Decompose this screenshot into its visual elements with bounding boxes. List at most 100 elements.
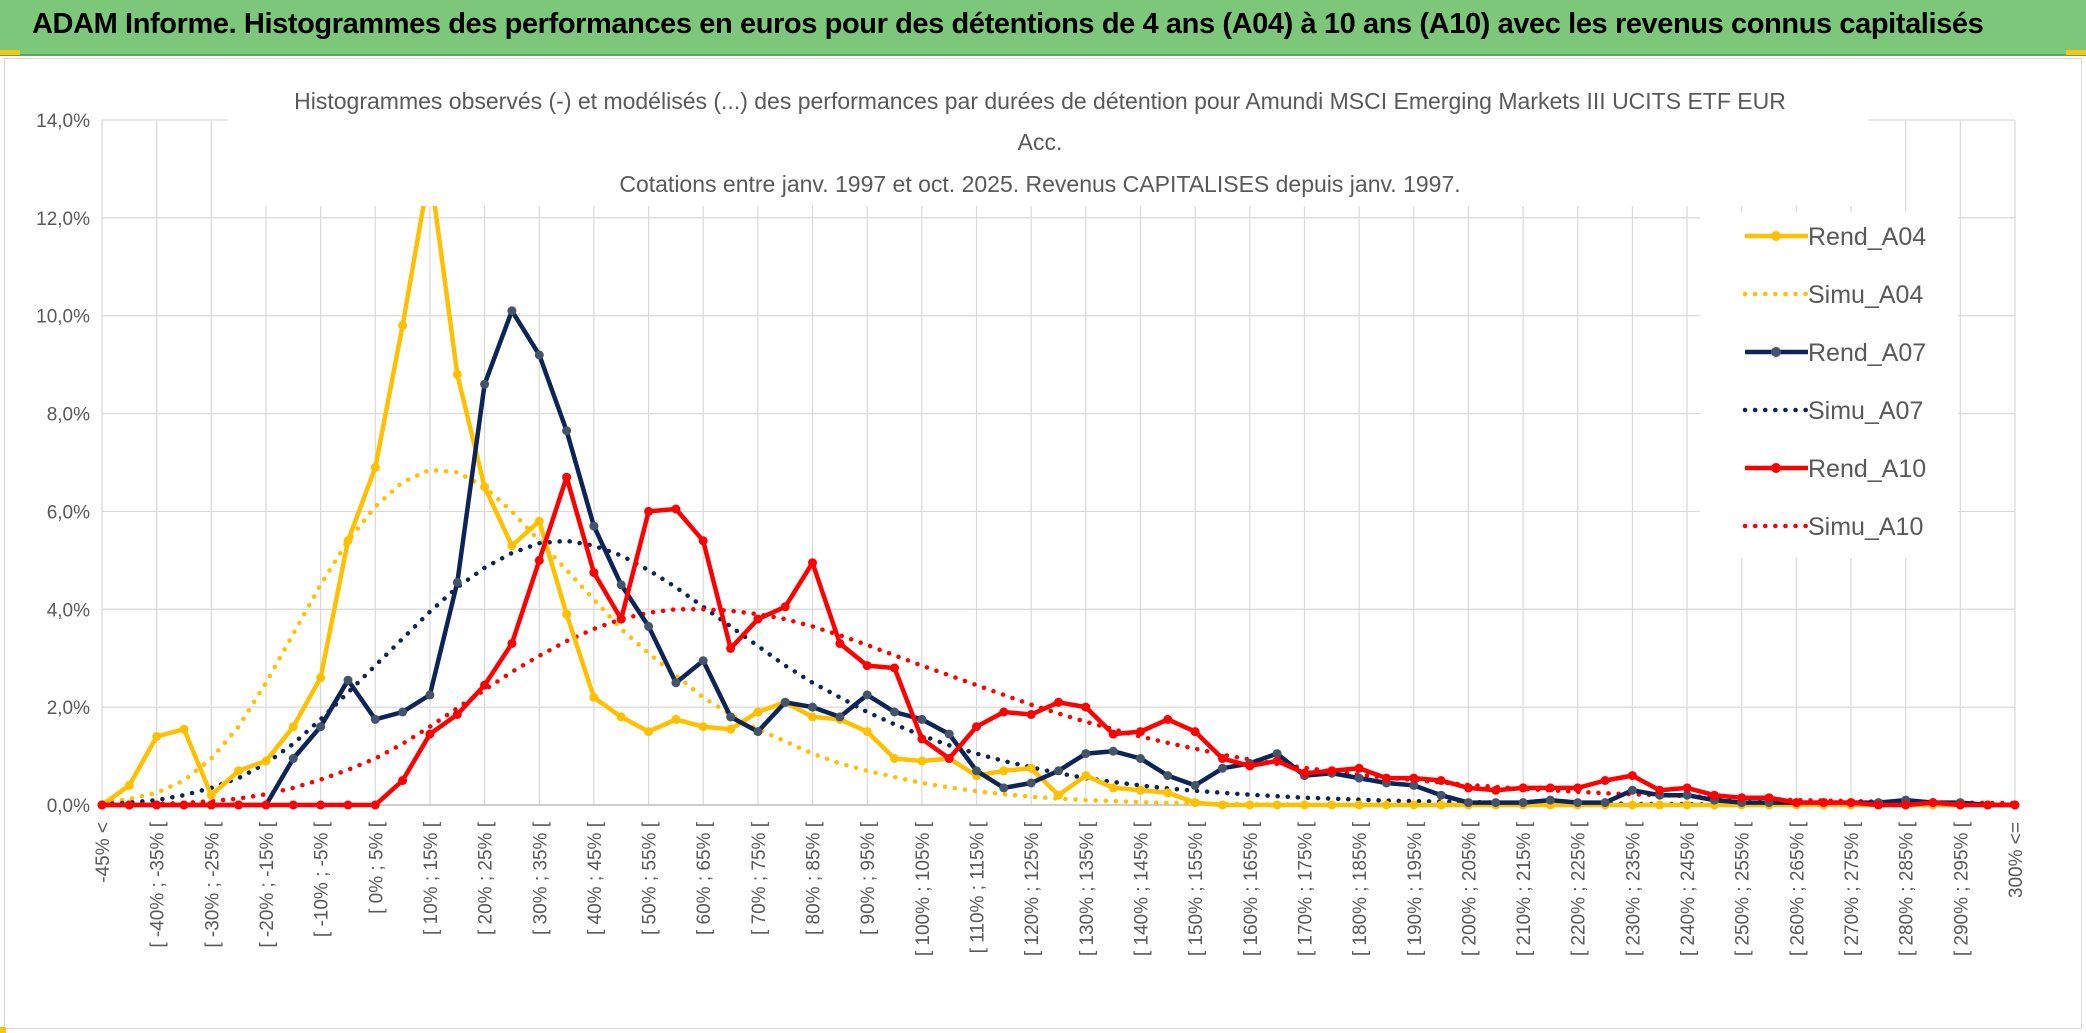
data-point-rend_a04 (1136, 785, 1145, 795)
data-point-rend_a10 (972, 722, 981, 732)
data-point-rend_a10 (780, 602, 790, 612)
x-tick-label: [ -30% ; -25% [ (202, 821, 223, 947)
data-point-rend_a07 (1409, 780, 1419, 790)
data-point-rend_a10 (1190, 727, 1200, 737)
data-point-rend_a04 (1108, 783, 1118, 793)
data-point-rend_a04 (1190, 798, 1200, 808)
data-point-rend_a07 (562, 426, 572, 436)
legend-background (1700, 212, 1958, 558)
data-point-rend_a07 (452, 577, 462, 587)
data-point-rend_a10 (1409, 773, 1419, 783)
data-point-rend_a07 (1518, 798, 1528, 808)
data-point-rend_a10 (944, 754, 954, 763)
data-point-rend_a10 (152, 800, 162, 810)
y-tick-label: 12,0% (36, 209, 90, 230)
data-point-rend_a10 (671, 504, 681, 514)
data-point-rend_a07 (862, 690, 872, 700)
data-point-rend_a10 (343, 800, 353, 810)
data-point-rend_a04 (1054, 790, 1063, 800)
data-point-rend_a07 (917, 714, 927, 724)
data-point-rend_a10 (999, 707, 1009, 717)
x-tick-label: [ -20% ; -15% [ (257, 821, 278, 947)
data-point-rend_a07 (507, 306, 517, 316)
x-tick-label: [ 170% ; 175% [ (1295, 821, 1316, 956)
data-point-rend_a04 (1436, 800, 1446, 810)
data-point-rend_a04 (1081, 771, 1091, 781)
data-point-rend_a07 (808, 702, 817, 712)
data-point-rend_a10 (808, 558, 817, 568)
y-tick-label: 6,0% (47, 502, 90, 523)
data-point-rend_a10 (1354, 763, 1364, 773)
data-point-rend_a04 (1327, 800, 1337, 810)
x-tick-label: [ -10% ; -5% [ (312, 821, 333, 937)
data-point-rend_a07 (835, 712, 845, 722)
x-tick-label: [ 210% ; 215% [ (1514, 821, 1535, 956)
data-point-rend_a07 (1682, 790, 1692, 800)
x-tick-label: [ 100% ; 105% [ (913, 821, 934, 956)
data-point-rend_a10 (1573, 783, 1583, 793)
data-point-rend_a07 (944, 729, 954, 739)
axis-layer: 0,0% 2,0% 4,0% 6,0% 8,0% 10,0% 12,0% 14,0% -45% … (36, 111, 2027, 956)
x-tick-label: [ 220% ; 225% [ (1569, 821, 1590, 956)
y-tick-label: 0,0% (47, 796, 90, 817)
data-point-rend_a07 (425, 690, 435, 700)
x-tick-label: [ 80% ; 85% [ (804, 821, 825, 935)
data-point-rend_a10 (1136, 727, 1145, 737)
chart-frame (4, 58, 2082, 1029)
y-tick-label: 14,0% (36, 111, 90, 132)
x-tick-label: [ 60% ; 65% [ (694, 821, 715, 935)
data-point-rend_a07 (698, 656, 708, 666)
data-point-rend_a10 (534, 555, 544, 565)
x-tick-label: [ 20% ; 25% [ (476, 821, 497, 935)
chart-title-line-1: Histogrammes observés (-) et modélisés (… (294, 88, 1786, 114)
data-point-rend_a10 (288, 800, 298, 810)
data-point-rend_a04 (452, 369, 462, 379)
data-point-rend_a04 (152, 732, 162, 741)
data-point-rend_a07 (890, 707, 899, 717)
y-tick-label: 2,0% (47, 698, 90, 719)
x-tick-label: [ 120% ; 125% [ (1022, 821, 1043, 956)
data-point-rend_a07 (1600, 798, 1610, 808)
data-point-rend_a10 (1518, 783, 1528, 793)
data-point-rend_a10 (1463, 783, 1473, 793)
data-point-rend_a10 (1764, 793, 1774, 803)
data-point-rend_a07 (999, 783, 1009, 793)
legend-label: Rend_A10 (1808, 455, 1926, 483)
data-point-rend_a10 (124, 800, 134, 810)
x-tick-label: [ 230% ; 235% [ (1623, 821, 1644, 956)
x-tick-label: [ 270% ; 275% [ (1842, 821, 1863, 956)
data-point-rend_a07 (398, 707, 408, 717)
banner-accent-right (2066, 50, 2086, 55)
data-point-rend_a07 (370, 714, 380, 724)
data-point-rend_a10 (726, 643, 736, 653)
x-tick-label: [ 10% ; 15% [ (421, 821, 442, 935)
x-tick-label: [ 40% ; 45% [ (585, 821, 606, 935)
data-point-rend_a07 (671, 678, 681, 688)
x-tick-label: [ 0% ; 5% [ (366, 821, 387, 914)
x-tick-label: [ 160% ; 165% [ (1241, 821, 1262, 956)
data-point-rend_a10 (234, 800, 244, 810)
data-point-rend_a04 (1409, 800, 1419, 810)
data-point-rend_a04 (124, 780, 134, 790)
y-tick-label: 4,0% (47, 600, 90, 621)
data-point-rend_a10 (890, 663, 899, 673)
x-tick-label: 300% <= (2006, 822, 2027, 898)
x-tick-label: [ 250% ; 255% [ (1733, 821, 1754, 956)
data-point-rend_a07 (1054, 766, 1063, 776)
series-layer (97, 164, 2020, 810)
x-tick-label: [ 280% ; 285% [ (1897, 821, 1918, 956)
data-point-rend_a10 (1272, 756, 1282, 766)
data-point-rend_a10 (644, 506, 654, 516)
data-point-rend_a10 (1545, 783, 1555, 793)
x-tick-label: [ 180% ; 185% [ (1350, 821, 1371, 956)
series-line-simu_a07 (99, 538, 2018, 808)
data-point-rend_a07 (1545, 795, 1555, 805)
data-point-rend_a07 (780, 697, 790, 707)
data-point-rend_a04 (1300, 800, 1309, 810)
data-point-rend_a07 (1026, 778, 1036, 788)
data-point-rend_a07 (1190, 780, 1200, 790)
data-point-rend_a10 (1026, 710, 1036, 719)
legend-label: Simu_A04 (1808, 281, 1923, 309)
data-point-rend_a10 (1491, 785, 1501, 795)
data-point-rend_a10 (1600, 776, 1610, 785)
